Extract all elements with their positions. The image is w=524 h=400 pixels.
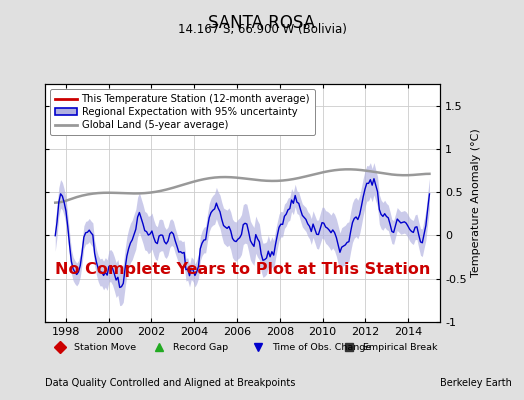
Text: 14.167 S, 66.900 W (Bolivia): 14.167 S, 66.900 W (Bolivia) bbox=[178, 23, 346, 36]
Text: Station Move: Station Move bbox=[74, 342, 136, 352]
Text: No Complete Years to Plot at This Station: No Complete Years to Plot at This Statio… bbox=[54, 262, 430, 277]
Text: Empirical Break: Empirical Break bbox=[363, 342, 438, 352]
Text: Time of Obs. Change: Time of Obs. Change bbox=[272, 342, 371, 352]
Text: Berkeley Earth: Berkeley Earth bbox=[440, 378, 512, 388]
Legend: This Temperature Station (12-month average), Regional Expectation with 95% uncer: This Temperature Station (12-month avera… bbox=[50, 89, 315, 135]
Y-axis label: Temperature Anomaly (°C): Temperature Anomaly (°C) bbox=[471, 129, 481, 277]
Text: Data Quality Controlled and Aligned at Breakpoints: Data Quality Controlled and Aligned at B… bbox=[45, 378, 295, 388]
Text: SANTA ROSA: SANTA ROSA bbox=[209, 14, 315, 32]
Text: Record Gap: Record Gap bbox=[173, 342, 228, 352]
